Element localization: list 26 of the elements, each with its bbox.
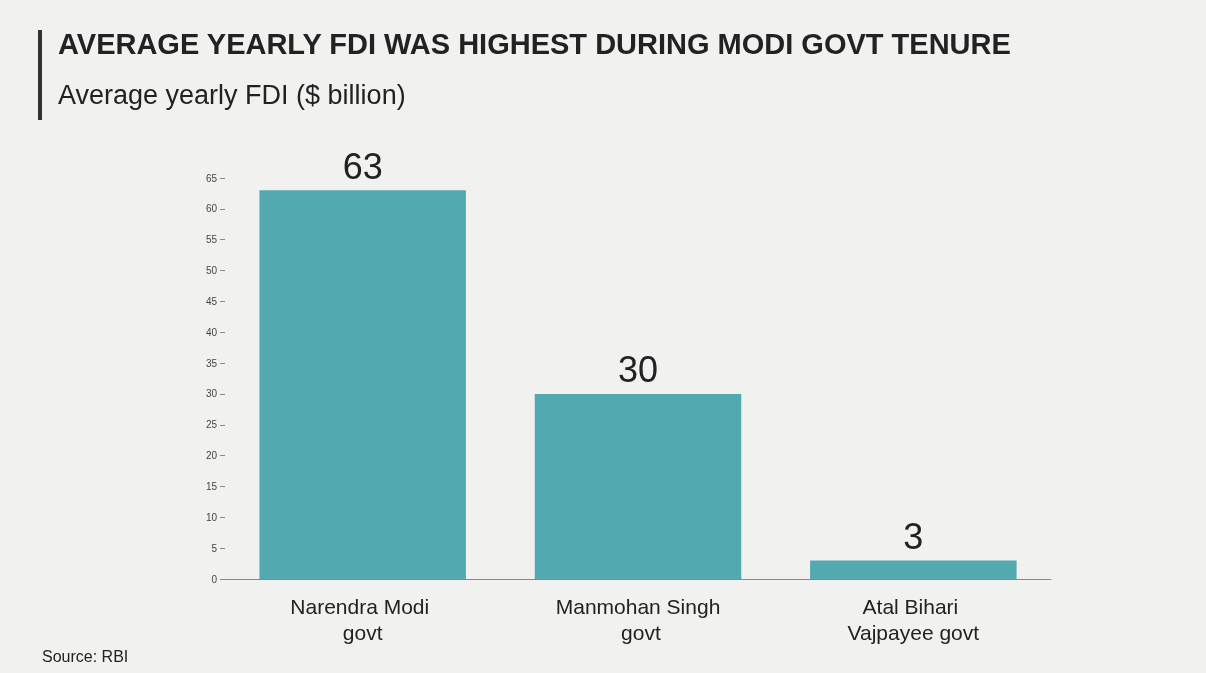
data-label: 3 — [903, 515, 924, 557]
bar — [534, 393, 742, 579]
y-tick-label: 65 — [205, 172, 218, 184]
y-tick-label: 20 — [205, 450, 218, 462]
y-tick-label: 50 — [205, 265, 218, 277]
data-label: 63 — [342, 145, 383, 187]
y-tick-label: 5 — [211, 542, 218, 554]
y-tick-label: 35 — [205, 357, 218, 369]
data-label: 30 — [617, 349, 659, 391]
y-tick-label: 25 — [205, 419, 218, 431]
y-tick-label: 15 — [205, 480, 218, 492]
y-tick-label: 40 — [205, 326, 218, 338]
bar — [810, 560, 1017, 579]
y-tick-label: 0 — [211, 573, 218, 585]
x-tick-label: Narendra Modi govt — [290, 594, 436, 644]
chart-subtitle: Average yearly FDI ($ billion) — [58, 80, 406, 111]
x-tick-label: Manmohan Singh govt — [555, 594, 721, 644]
y-tick-label: 60 — [205, 203, 218, 215]
bar — [259, 190, 466, 579]
y-tick-label: 30 — [205, 388, 218, 400]
y-tick-label: 45 — [205, 295, 218, 307]
y-tick-label: 10 — [205, 511, 218, 523]
x-tick-label: Atal Bihari Vajpayee govt — [847, 594, 980, 644]
y-tick-label: 55 — [205, 234, 218, 246]
chart-title: AVERAGE YEARLY FDI WAS HIGHEST DURING MODI GOVT TENURE — [58, 28, 1011, 61]
source-note: Source: RBI — [42, 648, 129, 666]
